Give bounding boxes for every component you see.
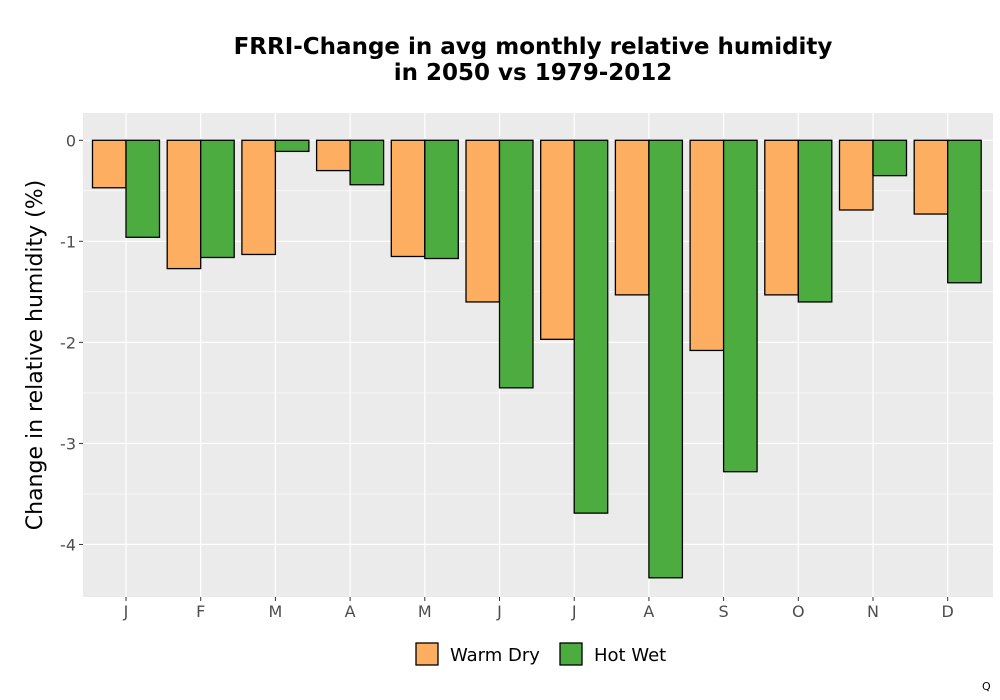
x-tick-label: S [719, 602, 729, 621]
bar-warm-dry [913, 139, 949, 215]
bar-warm-dry [689, 139, 725, 352]
chart-title-line-1: FRRI-Change in avg monthly relative humi… [234, 34, 833, 60]
legend-key-warm-dry [415, 642, 439, 666]
y-tick-label: -1 [60, 232, 76, 251]
x-tick-label: F [196, 602, 205, 621]
bar-warm-dry [390, 139, 426, 258]
bar-hot-wet [797, 139, 833, 303]
bar-hot-wet [498, 139, 534, 389]
bar-warm-dry [241, 139, 277, 256]
x-tick-label: J [496, 602, 502, 621]
bar-warm-dry [764, 139, 799, 296]
bar-hot-wet [200, 139, 235, 259]
legend: Warm Dry Hot Wet [415, 642, 666, 666]
bar-warm-dry [91, 139, 127, 189]
bar-hot-wet [125, 139, 161, 238]
x-tick-label: J [571, 602, 577, 621]
bar-hot-wet [722, 139, 758, 473]
x-tick-label: D [942, 602, 954, 621]
bar-warm-dry [614, 139, 650, 296]
legend-label-warm-dry: Warm Dry [450, 645, 540, 666]
x-tick-label: J [123, 602, 129, 621]
x-tick-label: O [792, 602, 805, 621]
bars [91, 139, 982, 579]
bar-warm-dry [540, 139, 575, 340]
bar-warm-dry [838, 139, 874, 211]
x-tick-label: M [418, 602, 432, 621]
x-tick-label: A [345, 602, 356, 621]
legend-label-hot-wet: Hot Wet [594, 645, 666, 666]
bar-warm-dry [166, 139, 202, 270]
bar-hot-wet [424, 139, 459, 260]
x-tick-label: M [268, 602, 282, 621]
y-tick-label: -3 [60, 434, 76, 453]
bar-hot-wet [274, 139, 310, 153]
x-tick-label: A [643, 602, 654, 621]
bar-warm-dry [465, 139, 501, 303]
y-tick-label: 0 [66, 131, 76, 150]
watermark: Q [982, 680, 991, 693]
bar-hot-wet [349, 139, 385, 186]
x-tick-label: N [867, 602, 879, 621]
bar-warm-dry [315, 139, 351, 172]
legend-key-hot-wet [559, 642, 583, 666]
bar-hot-wet [947, 139, 982, 284]
y-tick-label: -4 [60, 535, 76, 554]
bar-hot-wet [648, 139, 684, 579]
y-tick-label: -2 [60, 333, 76, 352]
y-axis: 0 -1 -2 -3 -4 [60, 131, 83, 554]
bar-hot-wet [872, 139, 908, 177]
y-axis-title: Change in relative humidity (%) [23, 180, 48, 530]
chart-title-line-2: in 2050 vs 1979-2012 [394, 60, 673, 86]
bar-hot-wet [573, 139, 609, 514]
